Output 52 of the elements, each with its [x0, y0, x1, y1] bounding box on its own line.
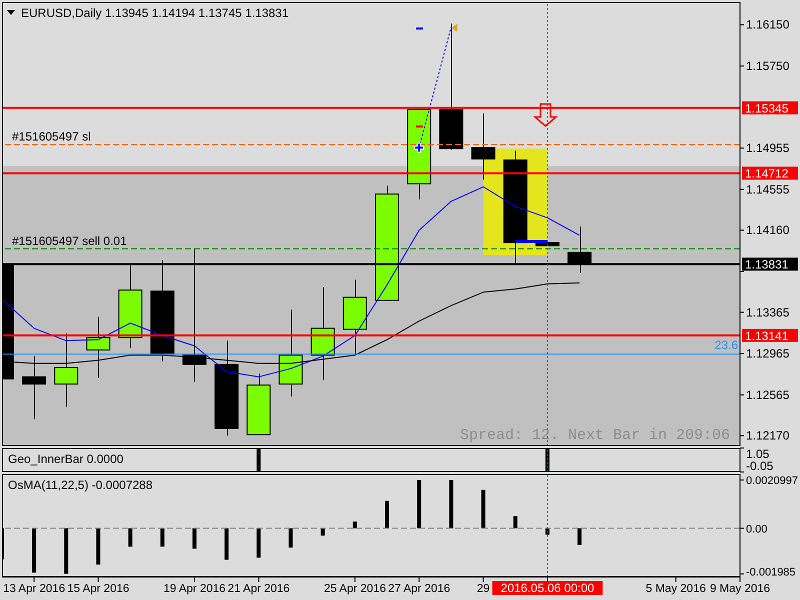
x-tick-label: 13 Apr 2016: [3, 583, 66, 595]
x-tick-label: 15 Apr 2016: [67, 583, 130, 595]
x-tick-label: 21 Apr 2016: [228, 583, 290, 595]
y-tick-label: 1.12965: [746, 346, 790, 361]
bar: [32, 528, 36, 573]
ref-line-label: 1.13831: [745, 258, 789, 272]
ref-line-label: 1.15345: [745, 101, 789, 116]
y-tick-label: 0.00: [746, 523, 768, 536]
bar: [256, 528, 261, 558]
x-tick-label: 29: [476, 583, 490, 595]
x-tick-label: 5 May 2016: [646, 583, 706, 595]
bar: [578, 528, 582, 546]
bar: [481, 490, 486, 528]
x-tick-label: 2016.05.06 00:00: [500, 581, 595, 595]
y-tick-label: 1.16150: [746, 18, 790, 32]
y-tick-label: 1.14955: [746, 141, 790, 156]
annotation: 23.6: [714, 338, 738, 352]
line-series: [2, 186, 580, 378]
ref-line-label: #151605497 sl: [12, 129, 91, 144]
ref-line-label: #151605497 sell 0.01: [12, 234, 128, 248]
bar: [160, 528, 164, 547]
bar: [417, 480, 422, 528]
y-tick-label: 1.05: [746, 447, 770, 461]
y-tick-label: 1.12565: [746, 388, 790, 402]
chart-title: Geo_InnerBar 0.0000: [8, 452, 124, 466]
candlestick: [471, 113, 496, 180]
bar: [128, 528, 132, 547]
y-tick-label: 1.14160: [746, 223, 790, 238]
bar: [224, 528, 229, 560]
x-tick-label: 19 Apr 2016: [164, 583, 226, 595]
chart-title: EURUSD,Daily 1.13945 1.14194 1.13745 1.13831: [21, 6, 289, 20]
bar: [96, 528, 100, 565]
ref-line-label: 1.13141: [745, 328, 789, 343]
bar: [192, 528, 196, 549]
y-tick-label: -0.001985: [746, 566, 796, 578]
bar: [64, 528, 68, 574]
ref-line-label: 1.14712: [745, 166, 789, 181]
x-tick-label: 25 Apr 2016: [324, 583, 386, 595]
bar: [352, 522, 357, 528]
bar: [288, 528, 293, 548]
chart-title: OsMA(11,22,5) -0.0007288: [8, 478, 153, 492]
y-tick-label: -0.05: [746, 459, 774, 473]
bar: [385, 500, 389, 528]
bar: [513, 516, 518, 528]
x-tick-label: 27 Apr 2016: [388, 583, 450, 595]
y-tick-label: 1.12170: [746, 428, 790, 443]
y-tick-label: 1.13365: [746, 305, 790, 320]
y-tick-label: 1.15750: [746, 59, 790, 74]
x-tick-label: 9 May 2016: [710, 583, 770, 595]
bar: [449, 480, 454, 528]
y-tick-label: 0.0020997: [746, 474, 798, 487]
y-tick-label: 1.14555: [746, 182, 790, 196]
